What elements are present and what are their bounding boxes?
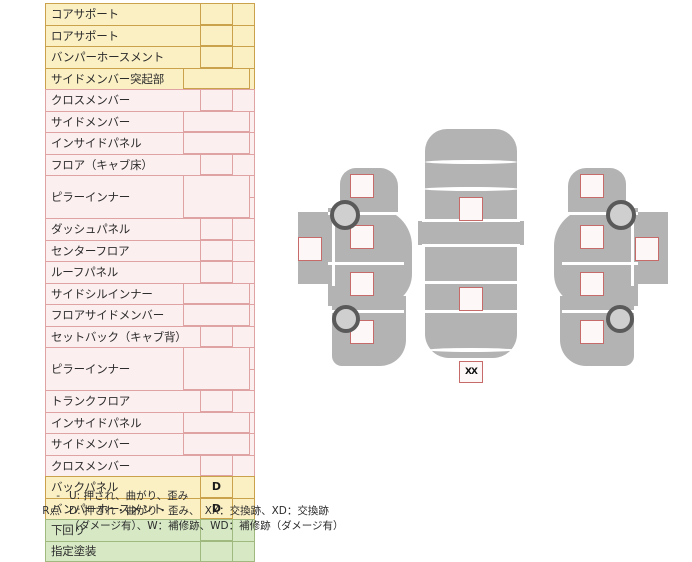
left-seam-2 <box>328 262 404 265</box>
mark-center-trunk[interactable]: XX <box>459 361 483 383</box>
center-seam-4 <box>422 244 520 247</box>
grade-cell[interactable] <box>183 347 250 390</box>
right-rear-wheel-icon <box>606 305 634 333</box>
legend-text-u: U: 押され、曲がり、歪み <box>69 489 434 503</box>
grade-cell[interactable] <box>200 326 233 348</box>
legend: - U: 押され、曲がり、歪み R点 D: 押され・曲がり・歪み、 XX：交換跡… <box>14 489 434 533</box>
mark-right-mid-upper[interactable] <box>580 225 604 249</box>
legend-row-r: R点 D: 押され・曲がり・歪み、 XX：交換跡、XD：交換跡 <box>14 504 434 518</box>
grade-cell[interactable] <box>200 390 233 412</box>
grade-cell[interactable] <box>183 304 250 326</box>
center-seam-7 <box>427 348 515 352</box>
center-seam-1 <box>425 160 517 164</box>
grade-cell[interactable] <box>183 412 250 434</box>
right-seam-2 <box>562 262 638 265</box>
grade-cell[interactable] <box>200 218 233 240</box>
legend-key-dash: - <box>14 489 69 503</box>
mark-right-top[interactable] <box>580 174 604 198</box>
grade-cell[interactable] <box>183 175 250 218</box>
grade-cell[interactable] <box>200 46 233 68</box>
mark-right-outer[interactable] <box>635 237 659 261</box>
grade-cell[interactable] <box>183 132 250 154</box>
grade-cell[interactable] <box>200 261 233 283</box>
mark-center-roof[interactable] <box>459 287 483 311</box>
mark-right-bottom[interactable] <box>580 320 604 344</box>
center-seam-2 <box>423 187 519 191</box>
legend-text-d: D: 押され・曲がり・歪み、 XX：交換跡、XD：交換跡 <box>69 504 434 518</box>
grade-cell[interactable] <box>200 240 233 262</box>
legend-row-u: - U: 押され、曲がり、歪み <box>14 489 434 503</box>
legend-key-rpoint: R点 <box>14 504 69 518</box>
mark-right-mid-lower[interactable] <box>580 272 604 296</box>
mark-left-top[interactable] <box>350 174 374 198</box>
grade-cell[interactable] <box>200 25 233 47</box>
grade-cell[interactable] <box>183 433 250 455</box>
legend-text-continued: （ダメージ有）、W：補修跡、WD：補修跡（ダメージ有） <box>14 519 434 533</box>
mark-left-mid-lower[interactable] <box>350 272 374 296</box>
center-top-cabin <box>425 242 517 284</box>
mark-left-mid-upper[interactable] <box>350 225 374 249</box>
right-front-wheel-icon <box>606 200 636 230</box>
grade-cell[interactable] <box>200 3 233 25</box>
grade-cell[interactable] <box>183 68 250 90</box>
inspection-sheet: コアサポートロアサポートバンパーホースメントサイドメンバー突起部クロスメンバーサ… <box>0 0 692 535</box>
mark-left-outer[interactable] <box>298 237 322 261</box>
center-seam-5 <box>422 281 520 284</box>
mark-center-hood[interactable] <box>459 197 483 221</box>
left-front-wheel-icon <box>330 200 360 230</box>
grade-cell[interactable] <box>200 541 233 562</box>
grade-cell[interactable] <box>200 154 233 176</box>
grade-cell[interactable] <box>200 89 233 111</box>
grade-cell[interactable] <box>200 455 233 477</box>
left-rear-wheel-icon <box>332 305 360 333</box>
grade-cell[interactable] <box>183 111 250 133</box>
vehicle-damage-diagram: XX <box>310 120 685 405</box>
grade-cell[interactable] <box>183 283 250 305</box>
